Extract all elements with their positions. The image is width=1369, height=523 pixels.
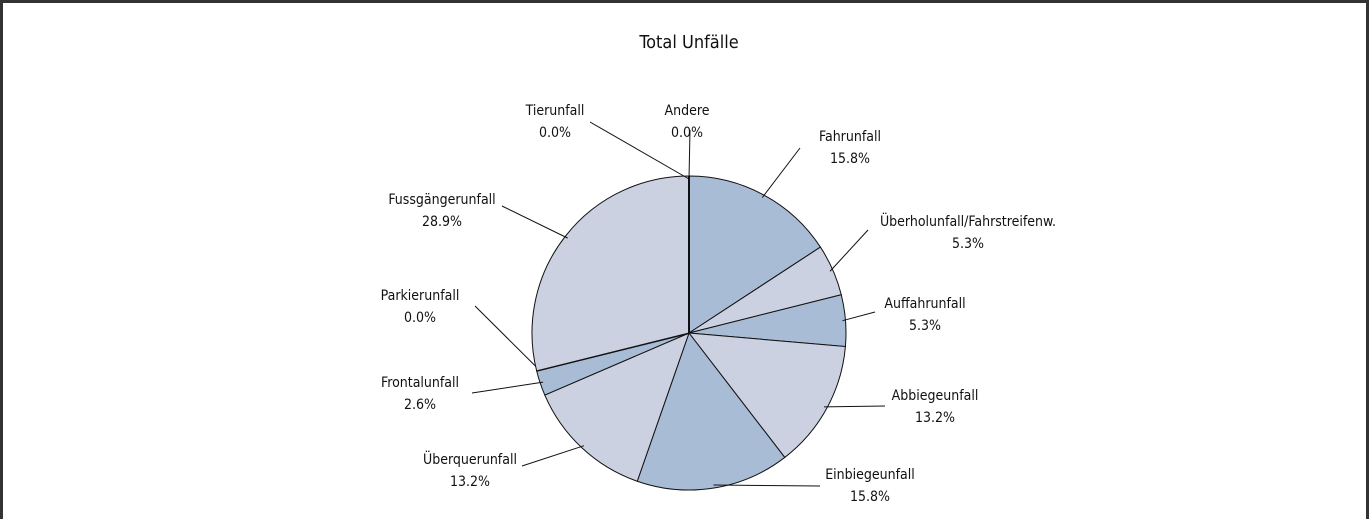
leader-line [761,147,801,198]
slice-value-label: 0.0% [404,310,436,326]
leader-line [688,129,691,180]
slice-value-label: 15.8% [830,151,870,167]
slice-value-label: 13.2% [915,410,955,426]
leader-line [589,121,690,180]
pie-slice [531,175,690,372]
slice-label: Auffahrunfall [884,296,965,312]
slice-label: Überholunfall/Fahrstreifenw. [880,212,1056,230]
slice-label: Fussgängerunfall [388,192,495,208]
pie-slice [687,332,846,459]
slice-label: Einbiegeunfall [825,467,915,483]
slice-label: Überquerunfall [423,450,517,468]
slice-label: Andere [665,103,710,119]
leader-line [842,311,876,322]
leader-line [474,305,540,371]
slice-label: Abbiegeunfall [892,388,979,404]
slice-label: Fahrunfall [819,129,881,145]
slice-value-label: 5.3% [909,318,941,334]
slice-label: Parkierunfall [381,288,460,304]
pie-slice [544,332,690,482]
slice-value-label: 0.0% [539,125,571,141]
pie-slice [636,331,786,491]
slice-label: Frontalunfall [381,375,459,391]
slice-value-label: 15.8% [850,489,890,505]
slice-value-label: 5.3% [952,236,984,252]
leader-line [521,445,585,467]
leader-line [829,229,869,272]
slice-label: Tierunfall [525,103,585,119]
slice-value-label: 13.2% [450,474,490,490]
chart-title: Total Unfälle [638,32,738,53]
leader-line [471,381,544,394]
leader-line [713,484,821,487]
slice-value-label: 0.0% [671,125,703,141]
leader-line [824,405,886,408]
slice-value-label: 28.9% [422,214,462,230]
slice-value-label: 2.6% [404,397,436,413]
leader-line [501,205,568,239]
